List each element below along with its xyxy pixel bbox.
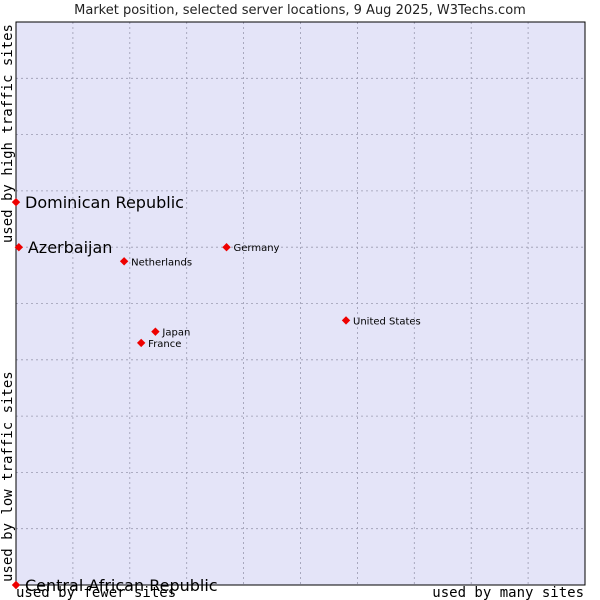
point-marker — [119, 257, 129, 266]
point-netherlands: Netherlands — [119, 257, 192, 268]
point-label: United States — [353, 316, 421, 327]
point-marker — [151, 327, 160, 336]
point-central-african-republic: Central African Republic — [11, 576, 218, 595]
point-marker — [14, 243, 24, 252]
point-label: France — [148, 339, 181, 350]
point-marker — [222, 243, 231, 252]
x-axis-low-label: used by fewer sites — [16, 585, 176, 600]
point-label: Central African Republic — [25, 576, 218, 595]
point-label: Azerbaijan — [28, 238, 113, 257]
data-points: Dominican Republic Azerbaijan Netherlands G… — [11, 193, 421, 595]
point-united-states: United States — [341, 316, 421, 327]
point-germany: Germany — [222, 243, 280, 254]
point-azerbaijan: Azerbaijan — [14, 238, 113, 257]
point-label: Netherlands — [131, 257, 192, 268]
chart-title: Market position, selected server locatio… — [74, 3, 526, 18]
point-label: Dominican Republic — [25, 193, 184, 212]
point-label: Japan — [161, 328, 190, 339]
point-marker — [341, 316, 351, 325]
plot-border — [15, 21, 586, 586]
y-axis-high-label: used by high traffic sites — [0, 24, 16, 243]
grid-lines — [16, 22, 585, 585]
x-axis-high-label: used by many sites — [432, 585, 584, 600]
y-axis-low-label: used by low traffic sites — [0, 371, 16, 582]
point-marker — [11, 197, 21, 207]
point-japan: Japan — [151, 327, 190, 339]
point-dominican-republic: Dominican Republic — [11, 193, 184, 212]
point-marker — [136, 338, 146, 348]
point-france: France — [136, 338, 181, 350]
point-marker — [11, 580, 21, 590]
point-label: Germany — [234, 243, 280, 254]
